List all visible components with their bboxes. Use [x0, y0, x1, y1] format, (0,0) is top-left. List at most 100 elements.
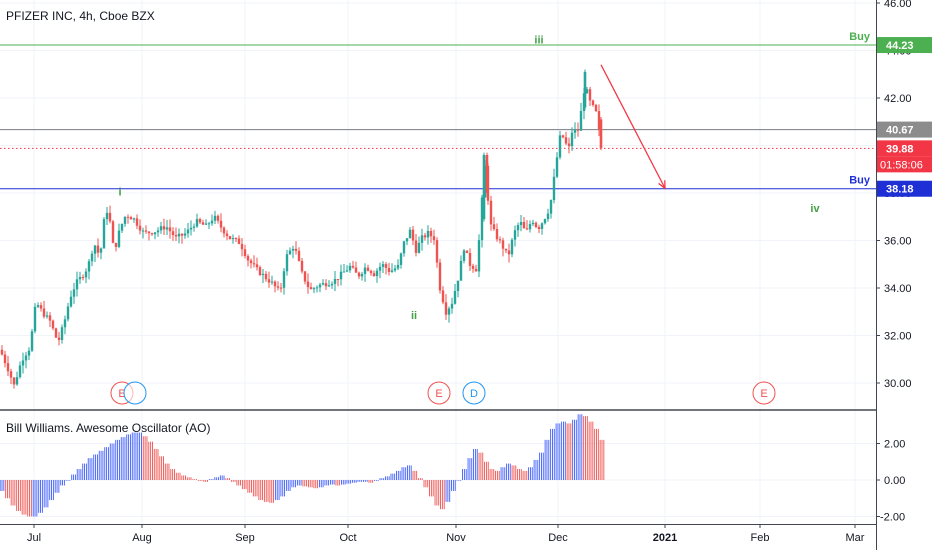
- ao-axis-label: 0.00: [884, 475, 905, 487]
- candle-body: [441, 290, 445, 303]
- candle-body: [0, 349, 4, 355]
- candle-body: [213, 215, 217, 221]
- candle-body: [573, 129, 577, 133]
- candle-body: [246, 256, 250, 261]
- candle-body: [474, 268, 478, 272]
- time-axis-label: Feb: [751, 532, 770, 544]
- candle-body: [228, 236, 232, 240]
- candle-body: [318, 284, 322, 288]
- candle-body: [165, 227, 169, 230]
- candle-body: [6, 363, 10, 372]
- candle-body: [339, 271, 343, 280]
- candle-body: [84, 271, 88, 278]
- candle-body: [153, 232, 157, 235]
- candle-body: [60, 327, 64, 340]
- candle-body: [492, 224, 496, 230]
- time-axis-label: Jul: [27, 532, 41, 544]
- time-axis-label: Aug: [132, 532, 152, 544]
- candle-body: [567, 143, 571, 147]
- candle-body: [393, 268, 397, 271]
- candle-body: [63, 319, 67, 328]
- candle-body: [546, 213, 550, 220]
- candle-body: [525, 228, 529, 230]
- candle-body: [12, 377, 16, 385]
- candle-body: [138, 225, 142, 231]
- candle-body: [585, 89, 589, 94]
- candle-body: [357, 272, 361, 277]
- candle-body: [150, 233, 154, 235]
- candle-body: [156, 230, 160, 233]
- candle-body: [291, 248, 295, 251]
- candle-body: [42, 308, 46, 317]
- candle-body: [294, 248, 298, 251]
- price-tag: [877, 180, 932, 197]
- candle-body: [519, 221, 523, 226]
- candle-body: [48, 315, 52, 321]
- candle-body: [591, 100, 595, 106]
- candle-body: [417, 242, 421, 253]
- candle-body: [420, 235, 424, 243]
- candle-body: [36, 305, 40, 307]
- candle-body: [468, 252, 472, 266]
- candle-body: [327, 285, 331, 287]
- candle-body: [126, 216, 130, 218]
- candle-body: [27, 350, 31, 356]
- candle-body: [330, 283, 334, 286]
- candle-body: [423, 235, 427, 238]
- candle-body: [249, 260, 253, 264]
- candle-body: [438, 262, 442, 291]
- candle-body: [588, 89, 592, 101]
- candle-body: [51, 320, 55, 329]
- price-axis-label: 34.00: [884, 283, 912, 295]
- candle-body: [93, 245, 97, 254]
- candle-body: [183, 233, 187, 236]
- candle-body: [381, 264, 385, 267]
- candle-body: [72, 289, 76, 297]
- candle-body: [288, 250, 292, 255]
- candle-body: [279, 287, 283, 289]
- candle-body: [87, 261, 91, 272]
- dividend-marker: [462, 381, 486, 405]
- candle-body: [123, 216, 127, 224]
- candle-body: [498, 239, 502, 241]
- candle-body: [540, 223, 544, 230]
- time-axis-label: Sep: [235, 532, 255, 544]
- candle-body: [30, 331, 34, 351]
- candle-body: [114, 242, 118, 247]
- candle-body: [309, 287, 313, 290]
- candle-body: [594, 105, 598, 112]
- chart-title: PFIZER INC, 4h, Cboe BZX: [6, 9, 155, 23]
- candle-body: [21, 360, 25, 366]
- candle-body: [102, 219, 106, 249]
- time-axis-label: Oct: [339, 532, 356, 544]
- candle-body: [543, 219, 547, 224]
- price-tag-label: 44.23: [886, 40, 914, 52]
- price-axis-label: 36.00: [884, 236, 912, 248]
- candle-body: [90, 253, 94, 262]
- time-axis-label: Dec: [548, 532, 568, 544]
- candle-body: [147, 231, 151, 234]
- candle-body: [363, 267, 367, 275]
- candle-body: [297, 250, 301, 261]
- candle-body: [9, 371, 13, 378]
- candle-body: [459, 260, 463, 281]
- candle-body: [504, 248, 508, 251]
- candle-body: [192, 226, 196, 228]
- candle-body: [366, 267, 370, 271]
- candle-body: [378, 266, 382, 271]
- candle-body: [570, 132, 574, 147]
- candle-body: [120, 223, 124, 231]
- candle-body: [54, 328, 58, 338]
- candle-body: [480, 197, 484, 241]
- candle-body: [507, 250, 511, 255]
- price-tag-label: 38.18: [886, 184, 914, 196]
- time-axis-label: Mar: [846, 532, 865, 544]
- candle-body: [360, 274, 364, 277]
- candle-body: [261, 273, 265, 276]
- wave-label-i: i: [118, 186, 121, 198]
- candle-body: [3, 354, 7, 364]
- earnings-marker-label: E: [435, 388, 442, 400]
- candle-body: [336, 278, 340, 280]
- time-axis-label: 2021: [653, 532, 677, 544]
